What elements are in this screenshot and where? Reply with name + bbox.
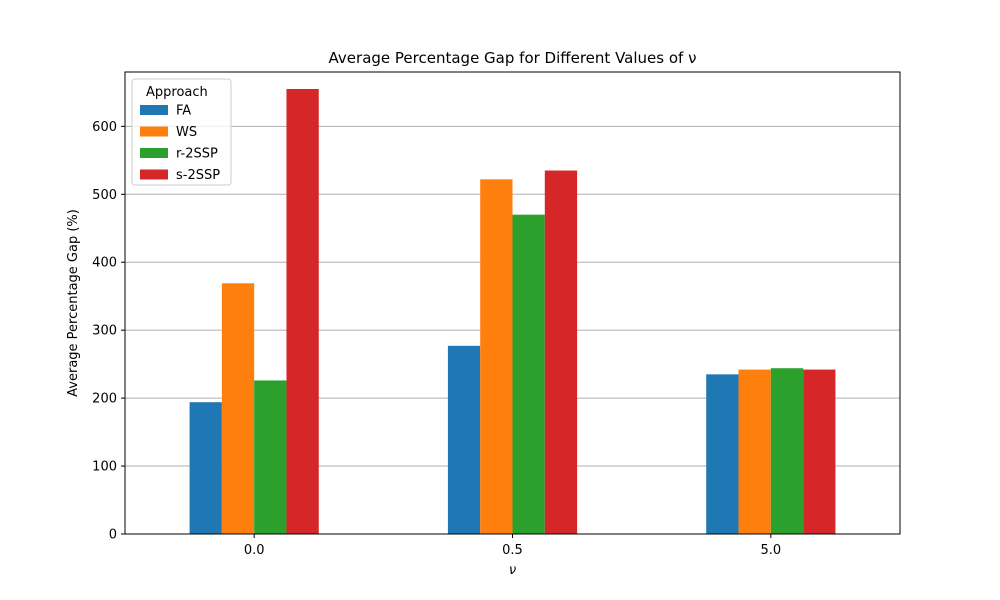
y-tick-label: 300 [92,324,117,339]
bar-r-2SSP-5.0 [770,368,804,534]
bar-layer [189,88,836,535]
x-tick-label: 0.5 [502,543,523,558]
legend: Approach FA WS r-2SSP s-2SSP [131,78,232,186]
y-tick-label: 100 [92,460,117,475]
y-tick-label: 600 [92,120,117,135]
bar-s-2SSP-5.0 [803,369,836,534]
legend-label-FA: FA [176,104,191,119]
legend-swatch-WS [140,126,168,137]
tick-layer: 0 100 200 300 400 500 600 0.0 0.5 5.0 [92,120,781,558]
bar-FA-0.5 [447,345,481,534]
bar-WS-0.0 [221,283,255,534]
y-tick-label: 400 [92,256,117,271]
legend-label-s-2SSP: s-2SSP [176,168,220,183]
bar-s-2SSP-0.0 [286,88,319,534]
y-axis-label: Average Percentage Gap (%) [66,209,81,397]
bar-WS-0.5 [480,179,513,535]
legend-label-r-2SSP: r-2SSP [176,147,218,162]
bar-FA-0.0 [189,402,222,534]
x-axis-label: ν [509,563,516,578]
legend-label-WS: WS [176,125,197,140]
bar-r-2SSP-0.5 [512,214,545,535]
x-tick-label: 0.0 [244,543,265,558]
y-tick-label: 0 [109,528,117,543]
bar-FA-5.0 [706,374,739,534]
y-tick-label: 200 [92,392,117,407]
bar-r-2SSP-0.0 [254,380,287,534]
legend-title: Approach [146,85,208,100]
y-tick-label: 500 [92,188,117,203]
legend-swatch-s-2SSP [140,169,168,180]
legend-swatch-r-2SSP [140,148,168,158]
chart-title: Average Percentage Gap for Different Val… [329,49,697,67]
bar-WS-5.0 [738,369,771,534]
legend-swatch-FA [140,105,168,115]
bar-s-2SSP-0.5 [544,170,578,534]
x-tick-label: 5.0 [760,543,781,558]
